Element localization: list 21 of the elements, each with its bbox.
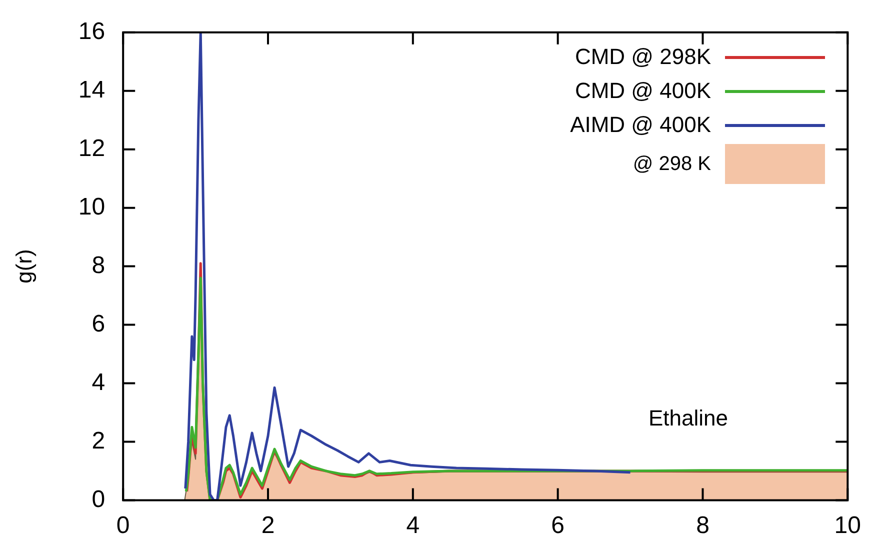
- legend-label: @ 298 K: [632, 152, 711, 176]
- y-tick-label: 8: [92, 252, 106, 279]
- y-tick-label: 12: [78, 134, 106, 162]
- y-tick-label: 16: [78, 18, 106, 46]
- legend-label: CMD @ 298K: [574, 44, 711, 70]
- x-tick-label: 2: [261, 512, 275, 540]
- x-tick-label: 4: [406, 512, 420, 540]
- legend-label: AIMD @ 400K: [570, 112, 711, 138]
- annotation: Ethaline: [648, 405, 728, 430]
- y-tick-label: 10: [78, 193, 106, 220]
- y-axis-title: g(r): [11, 249, 36, 284]
- y-tick-label: 2: [92, 427, 106, 454]
- y-tick-label: 14: [78, 76, 106, 104]
- x-tick-label: 8: [696, 512, 710, 540]
- y-tick-label: 6: [92, 310, 106, 338]
- x-tick-label: 0: [116, 512, 130, 540]
- legend-label: CMD @ 400K: [574, 78, 711, 104]
- x-tick-label: 10: [834, 512, 862, 540]
- y-tick-label: 4: [92, 368, 106, 396]
- y-tick-label: 0: [92, 486, 106, 513]
- x-tick-label: 6: [551, 512, 565, 540]
